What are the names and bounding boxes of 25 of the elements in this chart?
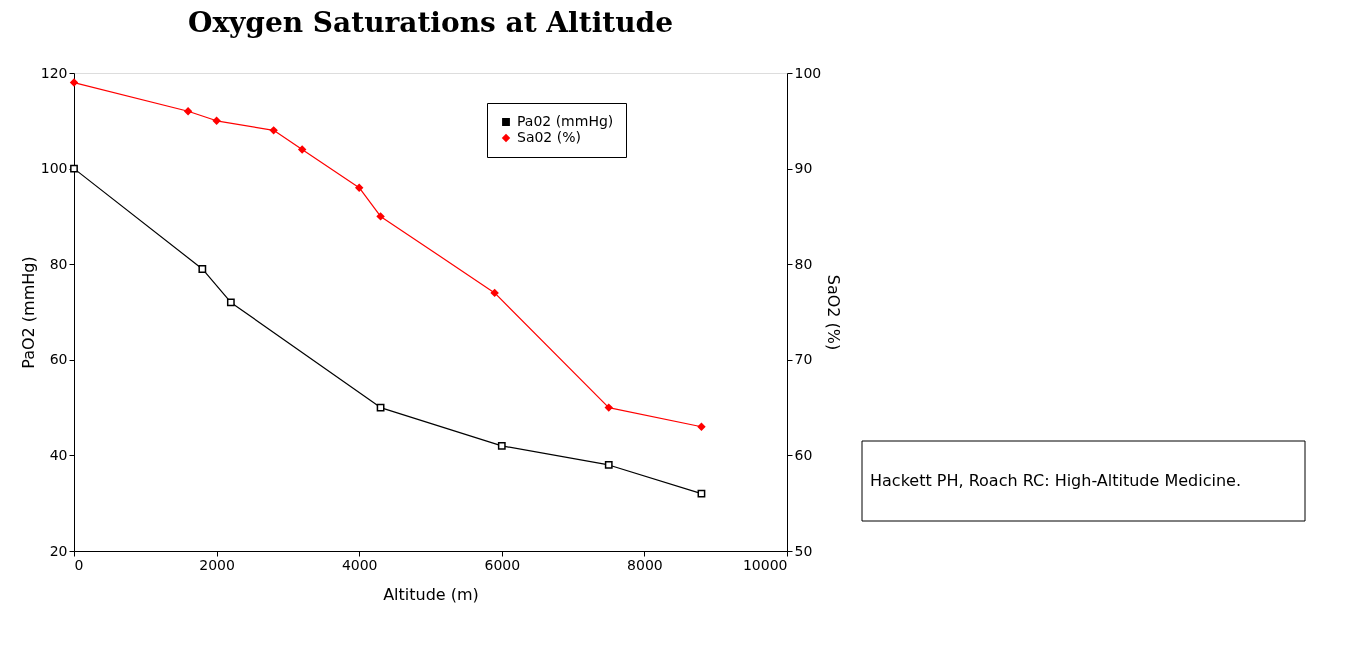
y-tick-label: 40	[49, 446, 68, 463]
x-tick-label: 10000	[742, 556, 788, 573]
x-axis-title: Altitude (m)	[383, 584, 479, 604]
y2-tick-label: 60	[794, 446, 813, 463]
y-tick-label: 60	[49, 351, 68, 368]
y-tick-label: 120	[40, 64, 68, 81]
legend-label: Pa02 (mmHg)	[517, 113, 614, 129]
chart-title: Oxygen Saturations at Altitude	[188, 6, 673, 39]
x-tick-label: 4000	[341, 556, 378, 573]
y-axis-title: PaO2 (mmHg)	[18, 256, 38, 369]
y2-axis-title: SaO2 (%)	[824, 274, 844, 351]
x-tick-label: 6000	[484, 556, 521, 573]
x-tick-label: 0	[74, 556, 84, 573]
x-tick-label: 8000	[627, 556, 663, 573]
y-tick-label: 100	[40, 160, 68, 177]
y2-tick-label: 100	[794, 64, 822, 81]
y2-tick-label: 70	[794, 351, 813, 368]
y2-tick-label: 80	[794, 255, 813, 272]
x-tick-label: 2000	[199, 556, 235, 573]
y-tick-label: 80	[49, 255, 68, 272]
legend-label: Sa02 (%)	[517, 129, 581, 145]
text: Hackett PH, Roach RC: High-Altitude Medicine.	[870, 471, 1242, 490]
y-tick-label: 20	[49, 542, 68, 559]
y2-tick-label: 90	[794, 160, 813, 177]
y2-tick-label: 50	[794, 542, 813, 559]
